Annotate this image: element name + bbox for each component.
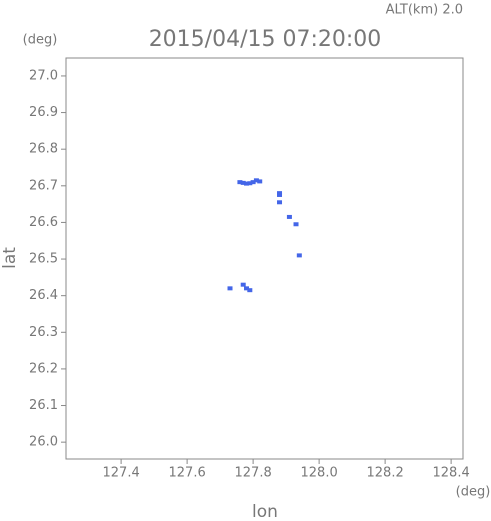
y-tick-label: 26.4 (29, 288, 58, 303)
y-tick-label: 26.3 (29, 325, 58, 340)
x-unit: (deg) (456, 485, 491, 500)
echo-point (277, 192, 283, 197)
echo-point (286, 214, 292, 219)
echo-point (257, 179, 263, 184)
y-tick-label: 26.0 (29, 435, 58, 450)
y-tick-label: 26.5 (29, 252, 58, 267)
x-tick-label: 128.0 (301, 466, 338, 481)
x-tick-label: 127.6 (169, 466, 206, 481)
x-axis-label: lon (252, 502, 278, 521)
y-tick-label: 26.2 (29, 361, 58, 376)
echo-point (240, 282, 246, 287)
echo-point (277, 200, 283, 205)
echo-point (244, 286, 250, 291)
x-tick-label: 128.2 (367, 466, 404, 481)
y-unit: (deg) (23, 33, 58, 48)
y-tick-label: 26.6 (29, 215, 58, 230)
echo-point (296, 253, 302, 258)
echo-point (293, 222, 299, 227)
x-tick-label: 127.4 (103, 466, 140, 481)
echo-point (250, 180, 256, 185)
echo-point (247, 288, 253, 293)
y-tick-label: 26.8 (29, 142, 58, 157)
y-axis-label: lat (0, 247, 20, 269)
subtitle: ALT(km) 2.0 (386, 3, 463, 18)
echo-point (237, 180, 243, 185)
echo-point (227, 286, 233, 291)
y-tick-label: 26.7 (29, 178, 58, 193)
echo-point (253, 178, 259, 183)
x-tick-label: 128.4 (433, 466, 470, 481)
echo-point (240, 180, 246, 185)
y-tick-label: 27.0 (29, 68, 58, 83)
echo-point (247, 181, 253, 186)
x-tick-label: 127.8 (235, 466, 272, 481)
plot-frame (65, 57, 464, 460)
y-tick-label: 26.9 (29, 105, 58, 120)
chart-title: 2015/04/15 07:20:00 (149, 27, 382, 52)
y-tick-label: 26.1 (29, 398, 58, 413)
echo-point (244, 181, 250, 186)
